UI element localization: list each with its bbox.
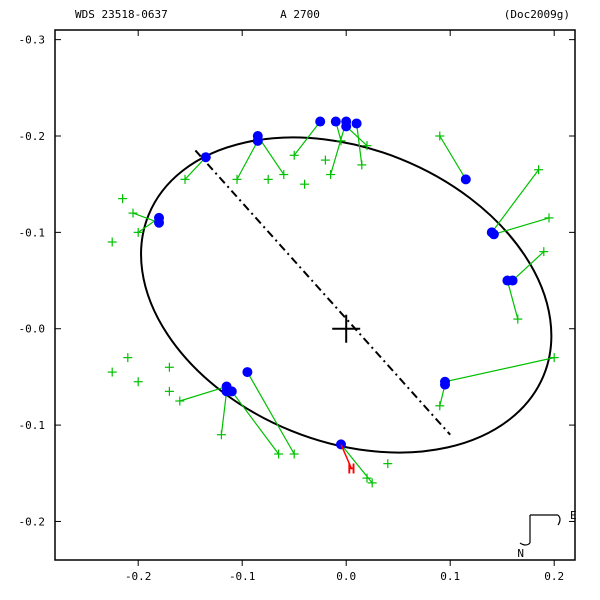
y-tick-label: -0.0 xyxy=(19,323,46,336)
orbit-plot: WDS 23518-0637 A 2700 (Doc2009g) -0.2 -0.1 0.… xyxy=(0,0,600,600)
y-tick-label: -0.2 xyxy=(19,130,46,143)
data-point xyxy=(502,276,512,286)
data-point xyxy=(242,367,252,377)
compass-e-label: E xyxy=(570,509,577,522)
title-right: (Doc2009g) xyxy=(504,8,570,21)
data-point xyxy=(253,136,263,146)
y-tick-label: -0.3 xyxy=(19,34,46,47)
data-point xyxy=(341,121,351,131)
y-tick-label: -0.2 xyxy=(19,515,46,528)
h-marker: H xyxy=(347,462,355,477)
data-point xyxy=(461,174,471,184)
plot-bg xyxy=(0,0,600,600)
x-tick-label: 0.1 xyxy=(440,570,460,583)
x-tick-label: 0.2 xyxy=(544,570,564,583)
data-point xyxy=(440,380,450,390)
data-point xyxy=(352,118,362,128)
data-point xyxy=(331,117,341,127)
x-tick-label: -0.1 xyxy=(229,570,256,583)
x-tick-label: -0.2 xyxy=(125,570,152,583)
data-point xyxy=(315,117,325,127)
y-tick-label: -0.1 xyxy=(19,226,46,239)
data-point xyxy=(489,229,499,239)
title-left: WDS 23518-0637 xyxy=(75,8,168,21)
x-tick-label: 0.0 xyxy=(336,570,356,583)
compass-n-label: N xyxy=(517,547,524,560)
data-point xyxy=(154,218,164,228)
data-point xyxy=(222,382,232,392)
y-tick-label: -0.1 xyxy=(19,419,46,432)
data-point xyxy=(201,152,211,162)
title-center: A 2700 xyxy=(280,8,320,21)
